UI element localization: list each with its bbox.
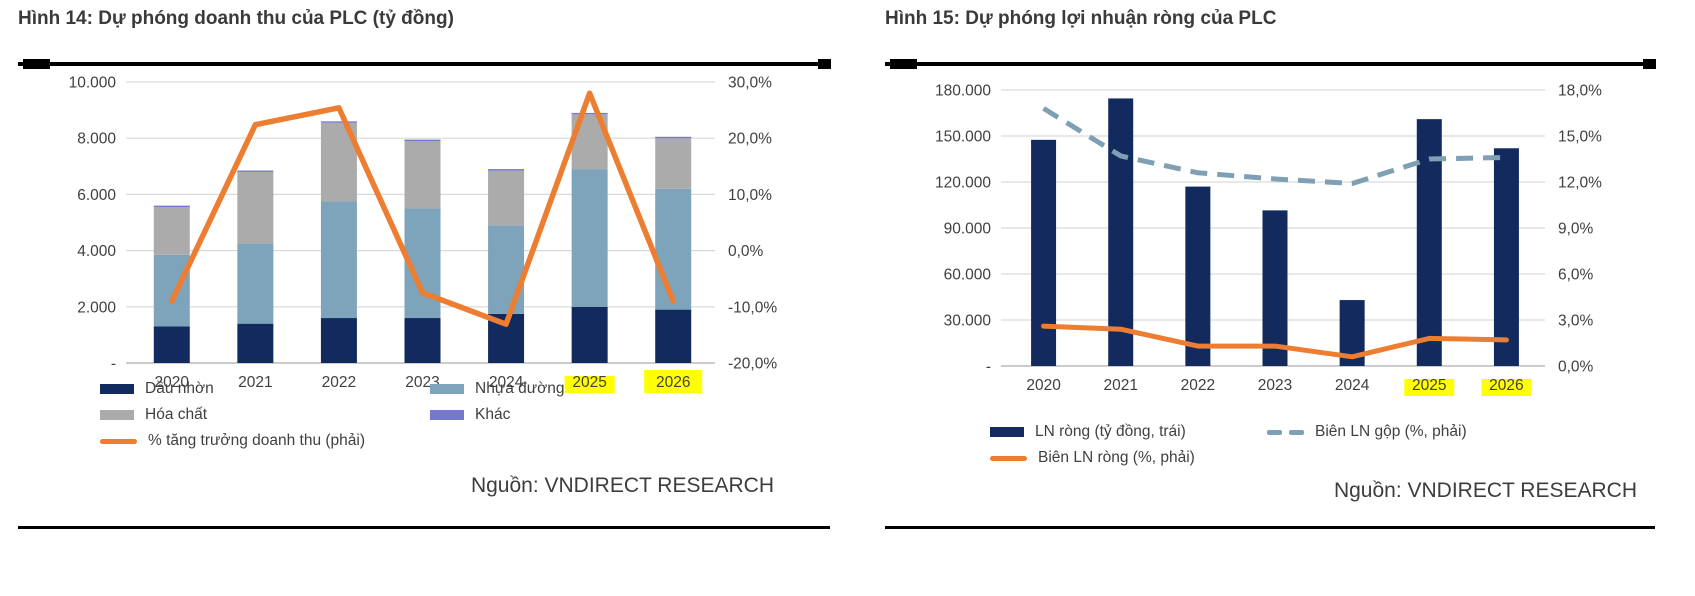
solid-line-series [1041,323,1509,360]
year-highlight [1404,379,1455,396]
year-highlight [564,376,615,393]
svg-text:2026: 2026 [1489,377,1523,394]
legend-item: Biên LN ròng (%, phải) [990,449,1267,467]
svg-text:3,0%: 3,0% [1558,313,1594,330]
svg-text:120.000: 120.000 [935,175,991,192]
legend-item: Nhựa đường [430,380,565,398]
svg-text:0,0%: 0,0% [728,243,764,260]
chart-panel: 180.000 150.000 120.000 90.000 60.000 30.000 -… [885,59,1656,529]
legend-item: LN ròng (tỷ đồng, trái) [990,423,1267,441]
svg-text:0,0%: 0,0% [1558,359,1594,376]
left-axis-tick-labels: 180.000 150.000 120.000 90.000 60.000 30.000 - [935,83,991,376]
legend-label: Khác [475,406,511,423]
source-note: Nguồn: VNDIRECT RESEARCH [470,474,774,497]
right-axis-tick-labels: 18,0% 15,0% 12,0% 9,0% 6,0% 3,0% 0,0% [1558,83,1602,376]
svg-text:12,0%: 12,0% [1558,175,1602,192]
svg-text:-: - [986,359,991,376]
svg-text:10.000: 10.000 [69,75,117,92]
legend-item: Hóa chất [100,406,430,424]
svg-text:2023: 2023 [1258,377,1292,394]
svg-text:2024: 2024 [1335,377,1370,394]
svg-text:-: - [111,356,116,373]
figure-title: Hình 15: Dự phóng lợi nhuận ròng của PLC [885,8,1277,29]
bar-swatch-icon [430,410,464,420]
svg-text:20,0%: 20,0% [728,131,772,148]
svg-text:2021: 2021 [238,374,272,391]
dashed-swatch-icon [1267,429,1304,435]
svg-text:2.000: 2.000 [77,299,116,316]
legend-item: Biên LN gộp (%, phải) [1267,423,1467,441]
bar-swatch-icon [100,410,134,420]
legend-label: LN ròng (tỷ đồng, trái) [1035,423,1186,440]
right-axis-tick-labels: 30,0% 20,0% 10,0% 0,0% -10,0% -20,0% [728,75,777,373]
bar-series [1031,98,1519,366]
bar-swatch-icon [990,427,1024,437]
svg-text:-10,0%: -10,0% [728,299,777,316]
svg-text:6.000: 6.000 [77,187,116,204]
legend-row: Hóa chất Khác [100,402,830,428]
net-profit-bar-chart: 180.000 150.000 120.000 90.000 60.000 30.000 -… [935,83,1602,396]
svg-text:4.000: 4.000 [77,243,116,260]
legend-item: Khác [430,406,510,424]
legend-item: Dầu nhờn [100,380,430,398]
legend-label: Hóa chất [145,406,208,423]
legend-row: % tăng trưởng doanh thu (phải) [100,428,830,454]
svg-text:2024: 2024 [489,374,524,391]
chart-panel: 10.000 8.000 6.000 4.000 2.000 - 30,0% 20,0% 10,… [18,59,831,529]
chart-legend: LN ròng (tỷ đồng, trái) Biên LN gộp (%, p… [885,419,1655,471]
svg-text:2021: 2021 [1103,377,1137,394]
svg-text:2020: 2020 [155,374,190,391]
svg-text:-20,0%: -20,0% [728,356,777,373]
legend-row: Biên LN ròng (%, phải) [990,445,1655,471]
year-highlight [1481,379,1532,396]
legend-label: Nhựa đường [475,380,565,397]
chart-legend: Dầu nhờn Nhựa đường Hóa chất Khác % tăng trư… [18,376,830,454]
legend-item: % tăng trưởng doanh thu (phải) [100,432,430,450]
svg-text:2025: 2025 [572,374,606,391]
figure-title: Hình 14: Dự phóng doanh thu của PLC (tỷ … [18,8,454,29]
legend-label: Biên LN gộp (%, phải) [1315,423,1467,440]
svg-text:2026: 2026 [656,374,690,391]
bar-swatch-icon [100,384,134,394]
svg-text:60.000: 60.000 [944,267,992,284]
svg-text:2022: 2022 [322,374,356,391]
solid-line-series [169,90,676,327]
figure-14-revenue-forecast: Hình 14: Dự phóng doanh thu của PLC (tỷ … [18,8,831,529]
svg-text:15,0%: 15,0% [1558,129,1602,146]
bar-swatch-icon [430,384,464,394]
line-swatch-icon [990,455,1027,461]
bar-series [153,112,692,363]
svg-text:30,0%: 30,0% [728,75,772,92]
legend-label: % tăng trưởng doanh thu (phải) [148,432,366,449]
category-labels: 2020 2021 2022 2023 2024 2025 2026 [1026,377,1532,396]
svg-text:30.000: 30.000 [944,313,992,330]
svg-text:8.000: 8.000 [77,131,116,148]
source-note: Nguồn: VNDIRECT RESEARCH [1333,479,1637,502]
svg-text:18,0%: 18,0% [1558,83,1602,100]
svg-text:9,0%: 9,0% [1558,221,1594,238]
line-swatch-icon [100,438,137,444]
figure-15-net-profit-forecast: Hình 15: Dự phóng lợi nhuận ròng của PLC… [885,8,1656,529]
legend-label: Dầu nhờn [145,380,214,397]
svg-text:2020: 2020 [1026,377,1061,394]
legend-row: Dầu nhờn Nhựa đường [100,376,830,402]
left-axis-tick-labels: 10.000 8.000 6.000 4.000 2.000 - [69,75,117,373]
svg-text:150.000: 150.000 [935,129,991,146]
svg-text:2025: 2025 [1412,377,1446,394]
legend-label: Biên LN ròng (%, phải) [1038,449,1195,466]
legend-row: LN ròng (tỷ đồng, trái) Biên LN gộp (%, p… [990,419,1655,445]
svg-text:2022: 2022 [1181,377,1215,394]
svg-text:6,0%: 6,0% [1558,267,1594,284]
svg-text:90.000: 90.000 [944,221,992,238]
gross-margin-dashed-line [1042,106,1507,187]
revenue-stacked-bar-chart: 10.000 8.000 6.000 4.000 2.000 - 30,0% 20,0% 10,… [69,75,777,393]
year-highlight [644,370,703,393]
svg-text:10,0%: 10,0% [728,187,772,204]
svg-text:180.000: 180.000 [935,83,991,100]
